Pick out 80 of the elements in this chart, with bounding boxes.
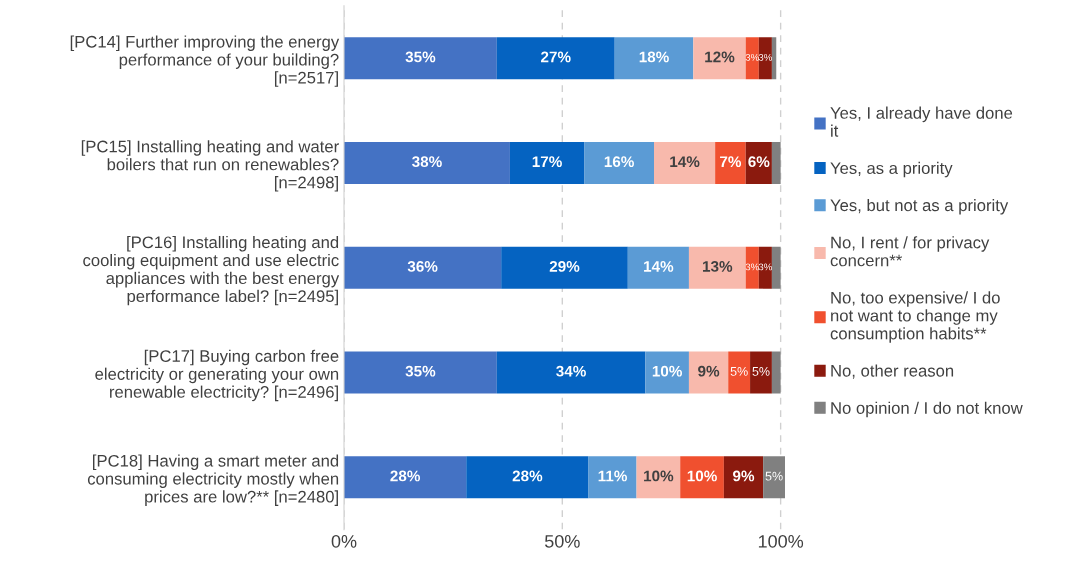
data-label: 5%	[730, 367, 748, 376]
legend-label: Yes, I already have done it	[830, 106, 1013, 137]
data-label: 3%	[758, 263, 773, 271]
legend-label: No, I rent / for privacy concern**	[830, 236, 990, 267]
bar	[344, 456, 467, 499]
bar	[466, 456, 589, 499]
bar	[645, 351, 689, 394]
data-label: 13%	[703, 261, 733, 272]
bar	[693, 37, 746, 80]
legend-label: Yes, but not as a priority	[830, 198, 1009, 215]
data-label: 9%	[733, 470, 755, 482]
data-label: 28%	[390, 470, 421, 482]
data-label: 12%	[705, 51, 735, 63]
bar	[501, 246, 628, 289]
bar	[745, 37, 759, 80]
y-tick-label: [PC15] Installing heating and water boilers that run on renewables? [n=2498]	[81, 140, 339, 192]
y-tick-label: [PC17] Buying carbon free electricity or generating your own renewable electricity? [n=2496]	[95, 349, 339, 402]
y-tick-label: [PC16] Installing heating and cooling equipment and use electric appliances with the best energy performance label? [n=2495]	[83, 235, 340, 306]
data-label: 10%	[652, 365, 682, 377]
data-label: 9%	[698, 365, 720, 377]
data-label: 7%	[720, 156, 742, 168]
bar	[688, 246, 746, 289]
bar	[614, 37, 694, 80]
data-label: 5%	[752, 367, 770, 376]
bar	[771, 37, 777, 80]
data-label: 18%	[639, 51, 669, 63]
bar	[750, 351, 772, 394]
data-label: 16%	[604, 156, 634, 168]
data-label: 35%	[405, 365, 436, 377]
bar	[728, 351, 751, 394]
legend-label: Yes, as a priority	[830, 161, 953, 178]
bar	[723, 456, 764, 499]
data-label: 10%	[644, 470, 674, 482]
bar	[771, 142, 781, 184]
data-label: 27%	[541, 51, 571, 63]
bar	[509, 142, 585, 184]
data-label: 14%	[670, 156, 700, 168]
data-label: 29%	[549, 261, 580, 272]
bar	[763, 456, 785, 499]
bar	[344, 246, 502, 289]
bar	[771, 351, 781, 394]
data-label: 6%	[748, 156, 770, 168]
x-tick-label: 50%	[544, 534, 580, 548]
data-label: 28%	[512, 470, 543, 482]
bar	[496, 351, 646, 394]
bar	[715, 142, 746, 184]
bar	[496, 37, 615, 80]
bar	[344, 351, 497, 394]
bar	[584, 142, 655, 184]
data-label: 5%	[765, 471, 783, 481]
data-label: 14%	[644, 261, 674, 272]
legend-label: No opinion / I do not know	[831, 401, 1023, 418]
bar	[344, 37, 497, 80]
data-label: 3%	[758, 53, 773, 61]
bar	[745, 246, 759, 289]
bar	[654, 142, 716, 184]
bar	[344, 142, 510, 184]
bar	[758, 37, 772, 80]
bar	[771, 246, 781, 289]
data-label: 3%	[745, 263, 759, 271]
data-label: 11%	[598, 470, 627, 482]
data-label: 36%	[407, 261, 438, 272]
data-label: 17%	[532, 156, 562, 168]
data-label: 3%	[745, 53, 759, 61]
legend-label: No, too expensive/ I do not want to change my consumption habits**	[830, 291, 1000, 343]
bar	[680, 456, 724, 499]
bar	[636, 456, 681, 499]
bar	[758, 246, 772, 289]
data-label: 34%	[556, 365, 586, 377]
bar	[688, 351, 729, 394]
y-tick-label: [PC18] Having a smart meter and consuming electricity mostly when prices are low?** [n=2480]	[87, 454, 339, 506]
data-label: 38%	[412, 156, 442, 168]
data-label: 10%	[687, 470, 717, 482]
data-label: 35%	[405, 51, 436, 63]
bar	[588, 456, 637, 499]
x-tick-label: 100%	[758, 534, 804, 548]
bar	[627, 246, 689, 289]
x-tick-label: 0%	[331, 534, 357, 548]
y-tick-label: [PC14] Further improving the energy performance of your building? [n=2517]	[70, 35, 340, 87]
legend-label: No, other reason	[831, 364, 954, 379]
